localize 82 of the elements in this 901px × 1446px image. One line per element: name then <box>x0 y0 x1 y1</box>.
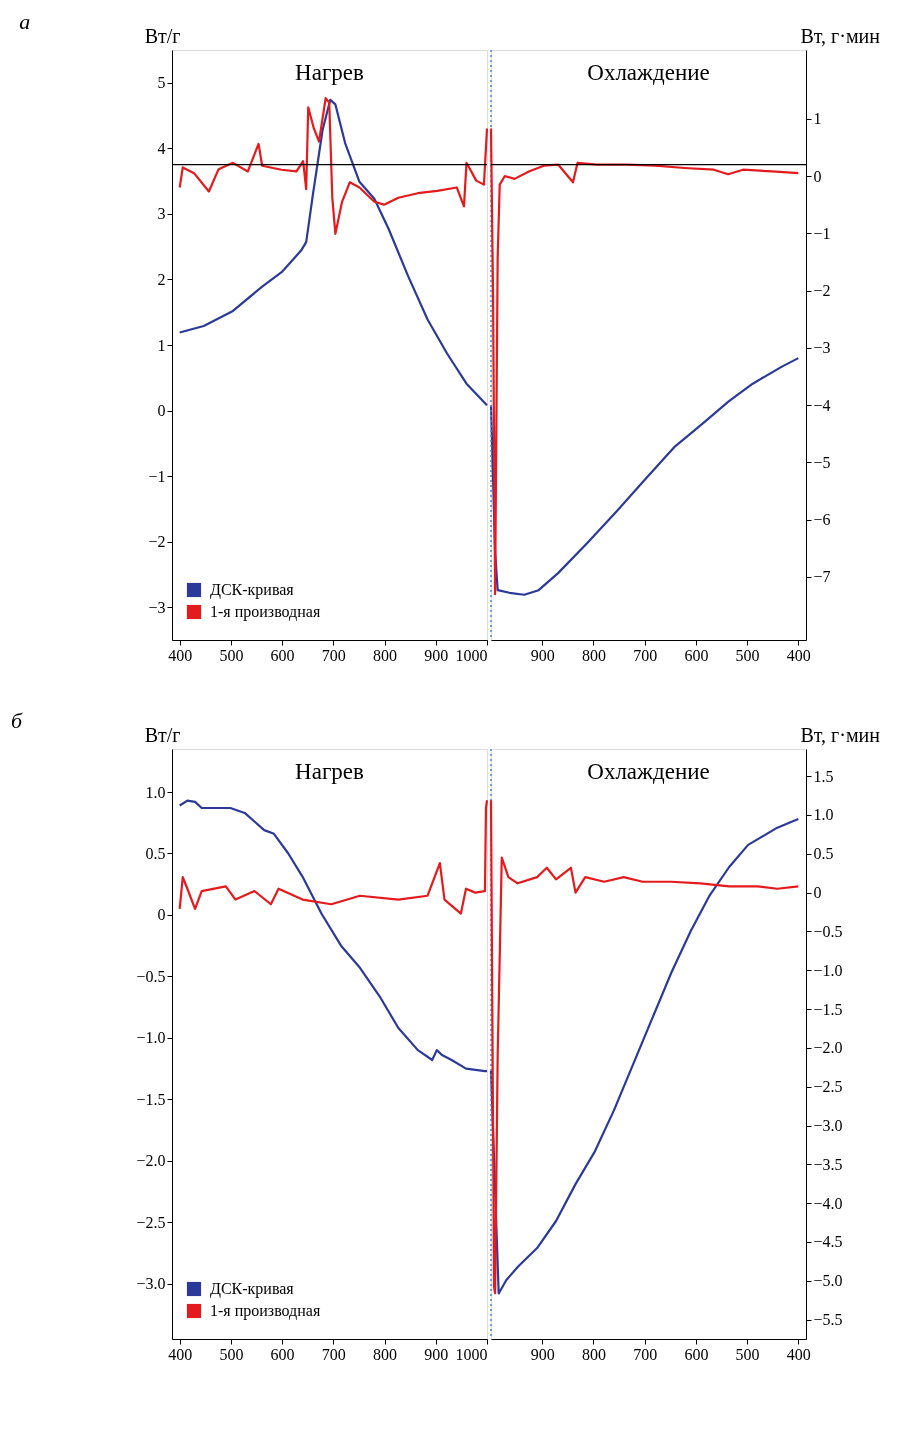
x-tick-label: 900 <box>530 1345 555 1363</box>
y2-axis-title: Вт, г·мин <box>800 723 881 746</box>
y2-tick-label: −2 <box>813 282 831 300</box>
x-tick-label: 400 <box>786 646 811 664</box>
x-tick-label: 600 <box>684 1345 709 1363</box>
x-tick-label: 900 <box>424 646 449 664</box>
x-tick-label: 1000 <box>455 1345 488 1363</box>
y2-tick-label: −0.5 <box>813 922 843 940</box>
x-tick-label: 800 <box>581 1345 606 1363</box>
x-tick-label: 700 <box>321 1345 346 1363</box>
annotation: Нагрев <box>295 60 365 85</box>
x-tick-label: 900 <box>530 646 555 664</box>
y2-tick-label: 0 <box>813 167 822 185</box>
y-tick-label: 0 <box>157 906 166 924</box>
y2-tick-label: −1 <box>813 224 831 242</box>
y2-tick-label: −4.5 <box>813 1233 843 1251</box>
x-tick-label: 600 <box>270 1345 295 1363</box>
y-tick-label: 0 <box>157 402 166 420</box>
x-tick-label: 500 <box>219 1345 244 1363</box>
y-tick-label: −3 <box>148 598 166 616</box>
x-tick-label: 500 <box>219 646 244 664</box>
y2-tick-label: −2.0 <box>813 1039 843 1057</box>
x-tick-label: 400 <box>168 1345 193 1363</box>
y-tick-label: −2.0 <box>136 1152 166 1170</box>
x-tick-label: 700 <box>633 1345 658 1363</box>
y2-tick-label: 0 <box>813 884 822 902</box>
annotation: Охлаждение <box>587 759 710 784</box>
x-tick-label: 500 <box>735 646 760 664</box>
y2-tick-label: −5 <box>813 453 831 471</box>
x-tick-label: 800 <box>373 646 398 664</box>
x-tick-label: 800 <box>373 1345 398 1363</box>
y2-tick-label: −7 <box>813 568 831 586</box>
legend-label: 1-я производная <box>210 1302 321 1320</box>
y2-tick-label: −5.5 <box>813 1311 843 1329</box>
legend-label: ДСК-кривая <box>210 581 295 599</box>
y-tick-label: −3.0 <box>136 1275 166 1293</box>
x-tick-label: 600 <box>270 646 295 664</box>
y-tick-label: −2.5 <box>136 1213 166 1231</box>
x-tick-label: 700 <box>633 646 658 664</box>
y2-tick-label: −4.0 <box>813 1194 843 1212</box>
x-tick-label: 1000 <box>455 646 488 664</box>
annotation: Охлаждение <box>587 60 710 85</box>
y2-tick-label: −4 <box>813 396 831 414</box>
chart-title: б <box>10 708 23 733</box>
y-tick-label: −0.5 <box>136 967 166 985</box>
y-tick-label: 4 <box>157 139 166 157</box>
y2-tick-label: −3.0 <box>813 1117 843 1135</box>
y2-tick-label: −5.0 <box>813 1272 843 1290</box>
y2-tick-label: 1.5 <box>813 767 834 785</box>
y2-tick-label: 0.5 <box>813 845 834 863</box>
chart-title: а <box>19 9 31 34</box>
y2-tick-label: −6 <box>813 511 831 529</box>
x-tick-label: 900 <box>424 1345 449 1363</box>
y2-tick-label: −3.5 <box>813 1155 843 1173</box>
y-tick-label: −2 <box>148 533 166 551</box>
y2-tick-label: 1 <box>813 110 822 128</box>
x-tick-label: 600 <box>684 646 709 664</box>
y-tick-label: 0.5 <box>145 844 166 862</box>
annotation: Нагрев <box>295 759 365 784</box>
x-tick-label: 400 <box>168 646 193 664</box>
y-tick-label: −1 <box>148 467 166 485</box>
legend-label: 1-я производная <box>210 603 321 621</box>
y2-tick-label: −3 <box>813 339 831 357</box>
y2-axis-title: Вт, г·мин <box>800 24 881 47</box>
x-tick-label: 800 <box>581 646 606 664</box>
x-tick-label: 400 <box>786 1345 811 1363</box>
y2-tick-label: −2.5 <box>813 1078 843 1096</box>
y-tick-label: 1 <box>157 336 166 354</box>
y-axis-title: Вт/г <box>144 24 181 47</box>
y2-tick-label: −1.0 <box>813 961 843 979</box>
y-tick-label: −1.0 <box>136 1029 166 1047</box>
x-tick-label: 500 <box>735 1345 760 1363</box>
y-tick-label: 1.0 <box>145 783 166 801</box>
y-tick-label: 3 <box>157 205 166 223</box>
y-tick-label: 2 <box>157 270 166 288</box>
y-tick-label: 5 <box>157 74 166 92</box>
x-tick-label: 700 <box>321 646 346 664</box>
y-tick-label: −1.5 <box>136 1090 166 1108</box>
y2-tick-label: −1.5 <box>813 1000 843 1018</box>
y-axis-title: Вт/г <box>144 723 181 746</box>
legend-label: ДСК-кривая <box>210 1280 295 1298</box>
y2-tick-label: 1.0 <box>813 806 834 824</box>
